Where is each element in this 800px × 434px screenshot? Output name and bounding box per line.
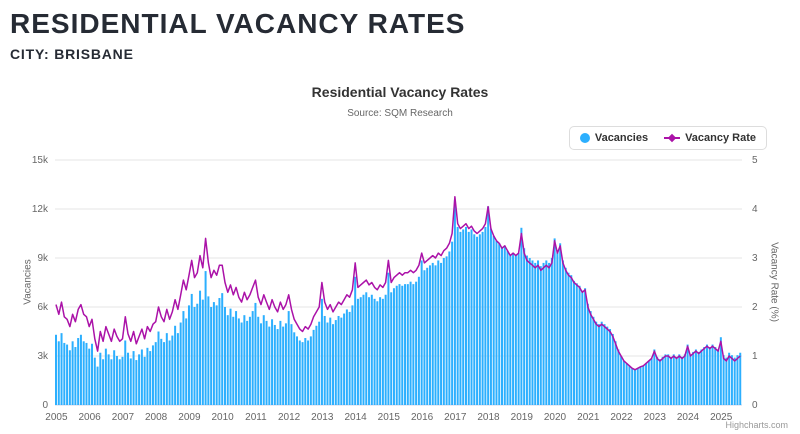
svg-text:2012: 2012	[278, 412, 301, 423]
legend-item-vacancies[interactable]: Vacancies	[579, 132, 649, 144]
legend-label-vacancies: Vacancies	[594, 132, 649, 144]
svg-text:2016: 2016	[411, 412, 434, 423]
chart-subtitle: Source: SQM Research	[347, 108, 453, 119]
svg-text:6k: 6k	[37, 302, 49, 313]
y-axis-title-left: Vacancies	[22, 259, 34, 305]
chart-title: Residential Vacancy Rates	[311, 84, 489, 100]
svg-text:2010: 2010	[211, 412, 234, 423]
svg-text:2007: 2007	[112, 412, 135, 423]
page-subtitle-city: CITY: BRISBANE	[10, 46, 134, 62]
plot-area: 0 0 3k 1 6k 2 9k 3 12k 4 15k 5 2005 2006 2007 2008 2009 2…	[32, 155, 758, 423]
svg-text:2018: 2018	[477, 412, 500, 423]
page-title: RESIDENTIAL VACANCY RATES	[10, 8, 466, 39]
svg-text:2022: 2022	[610, 412, 633, 423]
axis-tick-labels: 0 0 3k 1 6k 2 9k 3 12k 4 15k 5 2005 2006 2007 2008 2009 2…	[32, 155, 758, 423]
svg-text:2011: 2011	[245, 412, 267, 423]
svg-text:2008: 2008	[145, 412, 168, 423]
svg-text:15k: 15k	[32, 155, 49, 166]
highcharts-credit[interactable]: Highcharts.com	[725, 420, 788, 430]
svg-text:2015: 2015	[378, 412, 401, 423]
svg-text:3k: 3k	[37, 351, 49, 362]
svg-text:2014: 2014	[344, 412, 367, 423]
vacancy-rates-chart: Residential Vacancy Rates Source: SQM Re…	[20, 84, 780, 434]
svg-text:0: 0	[42, 400, 48, 411]
vacancy-rate-series-marker-icon	[664, 133, 681, 143]
svg-text:2005: 2005	[45, 412, 68, 423]
svg-text:2: 2	[752, 302, 758, 313]
svg-text:2025: 2025	[710, 412, 733, 423]
svg-text:0: 0	[752, 400, 758, 411]
svg-text:4: 4	[752, 204, 758, 215]
svg-text:3: 3	[752, 253, 758, 264]
svg-text:2024: 2024	[677, 412, 700, 423]
svg-text:2013: 2013	[311, 412, 334, 423]
vacancy-rate-line	[55, 196, 741, 371]
page-header: RESIDENTIAL VACANCY RATES CITY: BRISBANE	[10, 8, 465, 62]
vacancies-bars	[55, 200, 742, 405]
svg-text:2023: 2023	[644, 412, 667, 423]
svg-text:1: 1	[752, 351, 758, 362]
vacancies-series-marker-icon	[579, 133, 590, 143]
svg-text:2020: 2020	[544, 412, 567, 423]
legend-item-vacancy-rate[interactable]: Vacancy Rate	[664, 132, 756, 144]
svg-text:2009: 2009	[178, 412, 201, 423]
svg-text:2006: 2006	[78, 412, 101, 423]
y-axis-title-right: Vacancy Rate (%)	[768, 242, 780, 322]
svg-text:12k: 12k	[32, 204, 49, 215]
chart-legend: Vacancies Vacancy Rate	[568, 126, 767, 150]
svg-text:2017: 2017	[444, 412, 467, 423]
svg-text:2021: 2021	[577, 412, 600, 423]
svg-text:5: 5	[752, 155, 758, 166]
svg-text:9k: 9k	[37, 253, 49, 264]
legend-label-vacancy-rate: Vacancy Rate	[685, 132, 756, 144]
svg-text:2019: 2019	[511, 412, 534, 423]
